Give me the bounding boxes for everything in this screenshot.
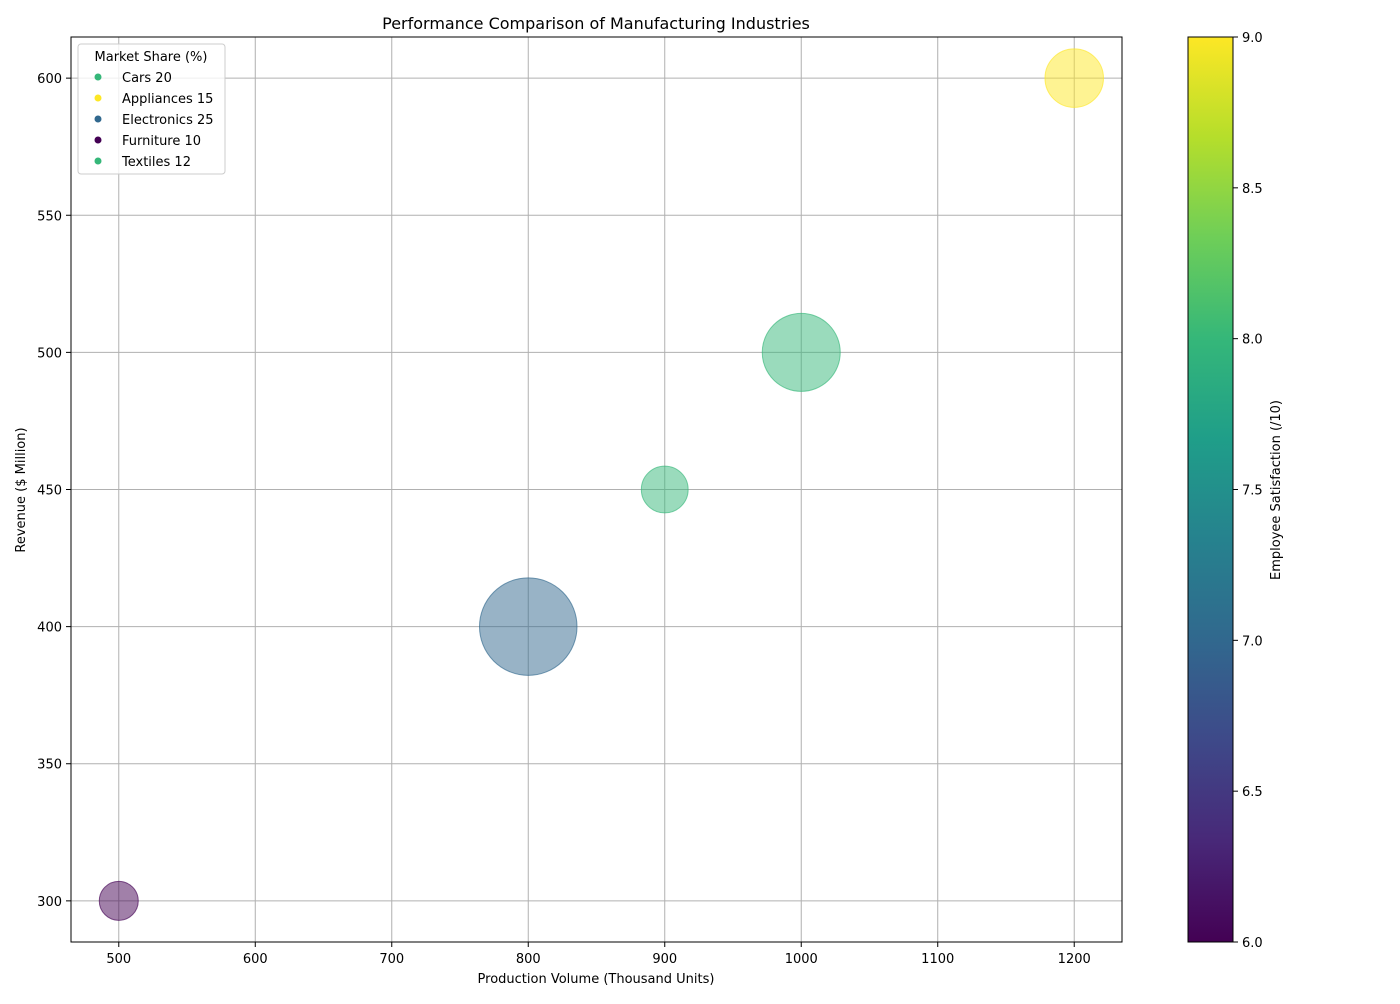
y-axis-label: Revenue ($ Million) xyxy=(14,427,29,552)
bubble-appliances xyxy=(1044,48,1104,108)
x-tick-label: 1100 xyxy=(921,952,954,967)
colorbar-tick-label: 7.5 xyxy=(1242,484,1263,499)
x-tick-label: 600 xyxy=(243,952,268,967)
bubble-layer xyxy=(98,48,1104,921)
legend-label: Furniture 10 xyxy=(122,134,201,149)
colorbar-tick-label: 6.0 xyxy=(1242,936,1263,951)
colorbar-gradient xyxy=(1187,36,1234,943)
y-tick-label: 300 xyxy=(37,895,62,910)
legend-label: Electronics 25 xyxy=(122,113,214,128)
legend-marker xyxy=(94,136,102,144)
legend-title: Market Share (%) xyxy=(95,50,208,65)
bubble-furniture xyxy=(98,880,139,921)
x-tick-label: 500 xyxy=(106,952,131,967)
legend-label: Cars 20 xyxy=(122,71,172,86)
legend-marker xyxy=(94,115,102,123)
colorbar-tick-label: 6.5 xyxy=(1242,785,1263,800)
legend-box xyxy=(77,43,226,175)
legend-entries: Cars 20 Appliances 15 Electronics 25 Furnit… xyxy=(94,71,214,170)
colorbar-tick-label: 7.0 xyxy=(1242,634,1263,649)
legend-label: Textiles 12 xyxy=(121,155,191,170)
colorbar-label: Employee Satisfaction (/10) xyxy=(1269,400,1284,580)
legend-marker xyxy=(94,94,102,102)
x-tick-label: 800 xyxy=(516,952,541,967)
y-tick-label: 600 xyxy=(37,72,62,87)
bubble-textiles xyxy=(640,465,689,514)
bubble-cars xyxy=(761,312,841,392)
colorbar-ticks: 6.0 6.5 7.0 7.5 8.0 8.5 9.0 xyxy=(1233,31,1263,951)
axis-ticks: 500 600 700 800 900 1000 1100 1200 300 350 400 450 5… xyxy=(37,72,1091,967)
y-tick-label: 400 xyxy=(37,621,62,636)
x-tick-label: 700 xyxy=(379,952,404,967)
grid-lines xyxy=(71,37,1122,942)
chart-title: Performance Comparison of Manufacturing … xyxy=(382,14,810,33)
y-tick-label: 500 xyxy=(37,346,62,361)
legend-marker xyxy=(94,157,102,165)
legend-label: Appliances 15 xyxy=(122,92,213,107)
legend-marker xyxy=(94,73,102,81)
y-tick-label: 550 xyxy=(37,209,62,224)
x-tick-label: 1000 xyxy=(785,952,818,967)
x-tick-label: 900 xyxy=(652,952,677,967)
x-axis-label: Production Volume (Thousand Units) xyxy=(478,972,715,987)
colorbar: 6.0 6.5 7.0 7.5 8.0 8.5 9.0 Employee Satisfact… xyxy=(1187,31,1284,951)
bubble-electronics xyxy=(479,577,578,676)
colorbar-tick-label: 8.0 xyxy=(1242,333,1263,348)
y-tick-label: 350 xyxy=(37,758,62,773)
colorbar-tick-label: 8.5 xyxy=(1242,182,1263,197)
y-tick-label: 450 xyxy=(37,484,62,499)
colorbar-tick-label: 9.0 xyxy=(1242,31,1263,46)
legend: Market Share (%) Cars 20 Appliances 15 Ele… xyxy=(77,43,226,175)
x-tick-label: 1200 xyxy=(1058,952,1091,967)
